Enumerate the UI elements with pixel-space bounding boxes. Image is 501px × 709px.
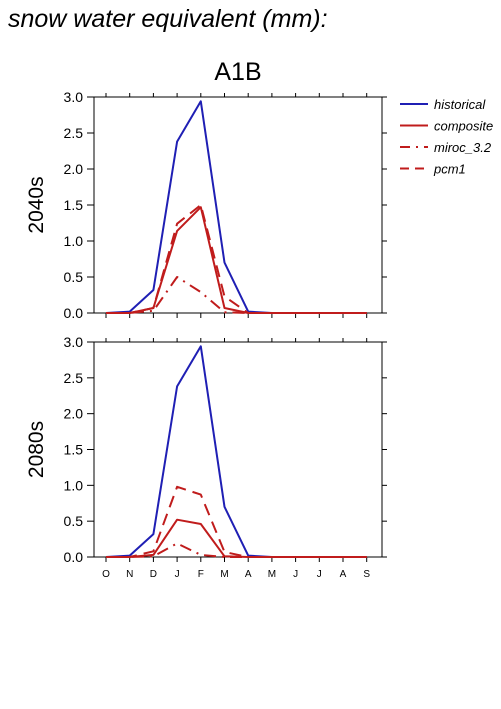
- y-tick-label: 2.5: [64, 370, 84, 386]
- panel-2080s: 0.0 0.5 1.0 1.5 2.0 2.5 3.0 O N D J F M A M J J A S 2080s: [25, 334, 387, 580]
- x-tick-label: A: [340, 569, 347, 580]
- x-tick-label: N: [126, 569, 133, 580]
- y-tick-label: 0.0: [64, 549, 84, 565]
- series-line-miroc-3-2: [106, 542, 367, 558]
- plot-frame: [93, 96, 383, 314]
- x-tick-label: M: [268, 569, 276, 580]
- x-tick-label: M: [220, 569, 228, 580]
- y-tick-label: 2.0: [64, 161, 84, 177]
- series-line-miroc-3-2: [106, 276, 367, 314]
- series-line-composite: [106, 518, 367, 558]
- y-tick-label: 2.5: [64, 125, 84, 141]
- x-tick-label: J: [293, 569, 298, 580]
- legend-label: historical: [434, 97, 486, 112]
- x-tick-label: J: [175, 569, 180, 580]
- x-tick-label: S: [363, 569, 370, 580]
- legend-label: miroc_3.2: [434, 140, 492, 155]
- y-tick-label: 0.5: [64, 269, 84, 285]
- figure-title: snow water equivalent (mm):: [8, 5, 328, 33]
- legend-label: composite: [434, 119, 493, 134]
- y-tick-label: 1.0: [64, 233, 84, 249]
- legend: historical composite miroc_3.2 pcm1: [400, 97, 493, 177]
- series-line-pcm1: [106, 204, 367, 314]
- y-axis-label: 2040s: [25, 176, 48, 233]
- y-axis-label: 2080s: [25, 421, 48, 478]
- series-line-historical: [105, 345, 367, 558]
- x-tick-label: F: [198, 569, 204, 580]
- x-tick-label: O: [102, 569, 110, 580]
- series-line-pcm1: [106, 485, 367, 558]
- plot-frame: [93, 341, 383, 558]
- y-tick-label: 0.0: [64, 305, 84, 321]
- y-tick-label: 1.5: [64, 197, 84, 213]
- y-tick-label: 3.0: [64, 89, 84, 105]
- series-line-historical: [105, 100, 367, 314]
- x-tick-label: J: [317, 569, 322, 580]
- y-tick-label: 1.5: [64, 442, 84, 458]
- scenario-title: A1B: [214, 58, 261, 86]
- panel-2040s: 0.0 0.5 1.0 1.5 2.0 2.5 3.0 2040s: [25, 89, 387, 321]
- legend-label: pcm1: [433, 162, 466, 177]
- x-tick-label: D: [150, 569, 157, 580]
- y-tick-label: 1.0: [64, 477, 84, 493]
- y-tick-label: 0.5: [64, 513, 84, 529]
- y-tick-label: 3.0: [64, 334, 84, 350]
- x-tick-label: A: [245, 569, 252, 580]
- y-tick-label: 2.0: [64, 406, 84, 422]
